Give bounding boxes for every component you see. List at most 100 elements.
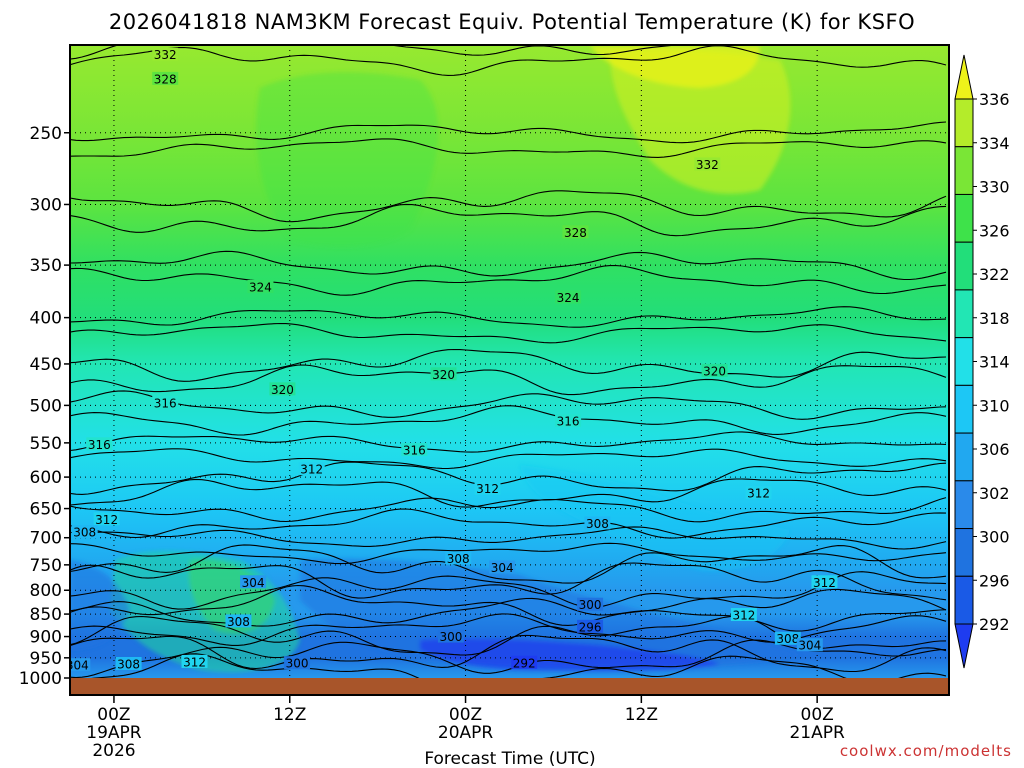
contour-label-bg — [796, 638, 823, 652]
contour-label-bg — [694, 157, 721, 171]
contour-label: 320 — [703, 364, 726, 378]
contour-line — [70, 138, 947, 158]
contour-label: 308 — [586, 517, 609, 531]
contour-label: 308 — [776, 632, 799, 646]
y-tick-label: 850 — [30, 605, 62, 625]
contour-label-bg — [474, 481, 501, 495]
contour-line — [70, 265, 947, 296]
colorbar-label: 330 — [979, 178, 1010, 197]
contour-label: 308 — [227, 615, 250, 629]
x-tick-label: 20APR — [438, 723, 494, 743]
contour-line — [70, 448, 947, 470]
y-tick-label: 400 — [30, 309, 62, 329]
contour-label: 328 — [154, 72, 177, 86]
contour-line — [70, 571, 947, 610]
colorbar-label: 322 — [979, 265, 1010, 284]
y-tick-label: 250 — [30, 124, 62, 144]
contour-label-bg — [93, 512, 120, 526]
colorbar-bottom-arrow — [954, 623, 974, 669]
contour-label-bg — [70, 658, 91, 672]
contour-label: 320 — [432, 368, 455, 382]
contour-line — [70, 562, 947, 601]
x-tick-label: 00Z — [801, 705, 834, 725]
y-tick-label: 800 — [30, 581, 62, 601]
contour-label: 316 — [557, 414, 580, 428]
contour-label: 332 — [696, 158, 719, 172]
contour-label-bg — [774, 631, 801, 645]
contour-label-bg — [225, 614, 252, 628]
contour-label-bg — [71, 525, 98, 539]
contour-label-bg — [445, 551, 472, 565]
contour-line — [70, 526, 947, 550]
contour-label-bg — [115, 656, 142, 670]
x-tick-label: 2026 — [92, 741, 135, 761]
colorbar-label: 306 — [979, 440, 1010, 459]
plot-frame — [69, 44, 950, 696]
y-tick-label: 450 — [30, 355, 62, 375]
y-tick-label: 750 — [30, 556, 62, 576]
colorbar-segment — [954, 98, 974, 148]
colorbar-segment — [954, 337, 974, 386]
contour-line — [70, 45, 947, 76]
y-tick-label: 600 — [30, 468, 62, 488]
credit-text: coolwx.com/modelts — [840, 742, 1012, 760]
contour-label: 300 — [439, 630, 462, 644]
contour-label-bg — [247, 279, 274, 293]
contour-line — [70, 461, 947, 495]
contour-label-bg — [284, 656, 311, 670]
contour-line — [70, 634, 947, 673]
contour-label: 308 — [73, 526, 96, 540]
contour-label-bg — [745, 486, 772, 500]
contour-label-bg — [577, 597, 604, 611]
contour-label: 320 — [271, 383, 294, 397]
contour-label-bg — [577, 619, 604, 633]
contour-label-bg — [555, 290, 582, 304]
contour-label: 332 — [154, 48, 177, 62]
contour-line — [70, 306, 947, 328]
colorbar-label: 300 — [979, 528, 1010, 547]
contour-line — [70, 497, 947, 523]
contour-line — [70, 390, 947, 420]
x-tick-label: 12Z — [625, 705, 658, 725]
colorbar-segment — [954, 146, 974, 195]
y-tick-label: 1000 — [19, 669, 62, 689]
contour-line — [70, 508, 947, 539]
contour-label: 312 — [476, 482, 499, 496]
colorbar-segment — [954, 575, 974, 625]
contour-label: 308 — [117, 657, 140, 671]
colorbar-segment — [954, 528, 974, 577]
contour-label-bg — [562, 225, 589, 239]
x-tick-label: 00Z — [449, 705, 482, 725]
colorbar-label: 302 — [979, 484, 1010, 503]
contour-line — [70, 584, 947, 626]
x-tick-label: 21APR — [789, 723, 845, 743]
contour-label-bg — [240, 575, 267, 589]
x-axis-label: Forecast Time (UTC) — [424, 749, 595, 768]
contour-line — [70, 121, 947, 144]
y-tick-label: 350 — [30, 256, 62, 276]
y-tick-label: 500 — [30, 396, 62, 416]
grid-lines — [70, 45, 949, 678]
contour-label: 312 — [813, 576, 836, 590]
contour-label: 312 — [95, 513, 118, 527]
contour-label-bg — [489, 560, 516, 574]
contour-label-bg — [730, 608, 757, 622]
contour-label: 312 — [732, 609, 755, 623]
ground-band-full — [70, 678, 949, 695]
colorbar-label: 314 — [979, 353, 1010, 372]
contour-label-bg — [269, 382, 296, 396]
colorbar-segment — [954, 289, 974, 339]
contour-line — [70, 364, 947, 396]
contour-label: 304 — [242, 576, 265, 590]
contour-label-bg — [511, 655, 538, 669]
contour-line — [70, 478, 947, 508]
contour-label: 312 — [747, 487, 770, 501]
colorbar-segment — [954, 432, 974, 482]
contour-label: 328 — [564, 226, 587, 240]
contour-label-bg — [152, 47, 179, 61]
colorbar-label: 318 — [979, 309, 1010, 328]
chart-title: 2026041818 NAM3KM Forecast Equiv. Potent… — [109, 10, 915, 34]
contour-label: 316 — [403, 443, 426, 457]
